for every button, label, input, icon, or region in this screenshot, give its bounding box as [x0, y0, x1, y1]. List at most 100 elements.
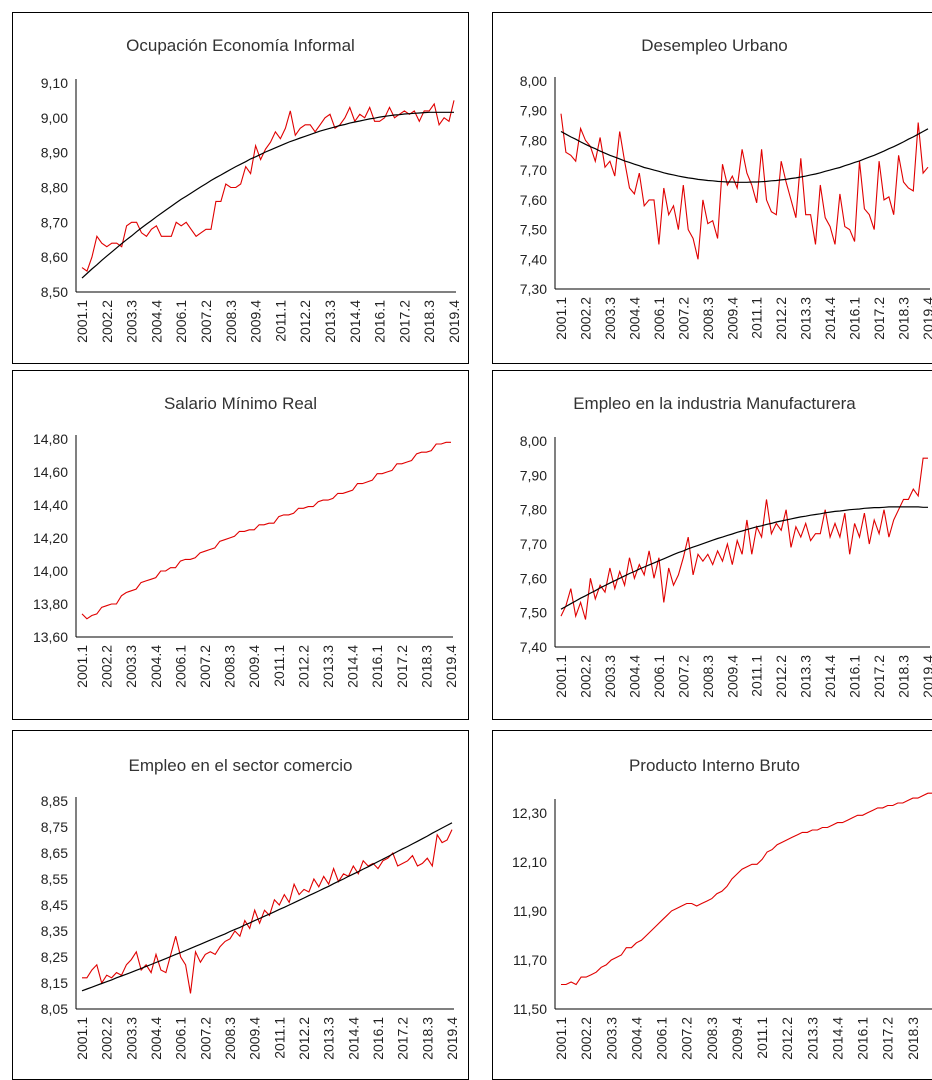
y-tick-label: 12,30	[512, 805, 547, 821]
y-tick-label: 11,90	[513, 903, 547, 919]
x-tick-label: 2012.2	[296, 1017, 312, 1060]
y-tick-label: 8,45	[41, 897, 68, 913]
series-line	[81, 100, 455, 272]
x-tick-label: 2018.3	[421, 300, 437, 343]
series-line	[560, 457, 928, 620]
x-tick-label: 2009.4	[248, 300, 264, 343]
y-tick-label: 7,80	[520, 502, 547, 518]
x-tick-label: 2018.3	[896, 297, 912, 340]
chart-svg: Empleo en el sector comercio 8,05 8,15 8,25…	[41, 756, 460, 1060]
y-tick-label: 14,40	[33, 497, 68, 513]
x-tick-label: 2012.2	[773, 655, 789, 698]
x-tick-label: 2006.1	[173, 1017, 189, 1060]
x-tick-label: 2008.3	[222, 645, 238, 688]
x-tick-label: 2009.4	[724, 655, 740, 698]
x-tick-label: 2007.2	[198, 300, 214, 343]
x-tick-label: 2004.4	[148, 645, 164, 688]
x-tick-label: 2016.1	[847, 297, 863, 340]
chart-panel-desempleo: Desempleo Urbano 7,30 7,40 7,50 7,60 7,70 7,80…	[492, 12, 932, 364]
y-tick-label: 7,80	[520, 132, 547, 148]
x-tick-label: 2017.2	[394, 645, 410, 688]
trend-line	[560, 128, 929, 183]
x-tick-label: 2019.4	[920, 655, 932, 698]
x-tick-label: 2017.2	[880, 1017, 896, 1060]
x-tick-label: 2002.2	[99, 1017, 115, 1060]
x-tick-label: 2018.3	[419, 1017, 435, 1060]
x-tick-label: 2009.4	[724, 297, 740, 340]
x-tick-label: 2016.1	[369, 645, 385, 688]
y-tick-label: 13,60	[33, 629, 68, 645]
y-tick-label: 8,25	[41, 949, 68, 965]
y-tick-label: 8,00	[520, 433, 547, 449]
y-tick-label: 7,50	[520, 605, 547, 621]
y-tick-label: 8,80	[41, 180, 68, 196]
x-tick-label: 2013.3	[322, 300, 338, 343]
chart-svg: Producto Interno Bruto 11,50 11,70 11,90 12,…	[512, 756, 932, 1060]
x-tick-label: 2018.3	[896, 655, 912, 698]
x-tick-label: 2013.3	[798, 297, 814, 340]
chart-panel-pib: Producto Interno Bruto 11,50 11,70 11,90 12,…	[492, 730, 932, 1080]
x-tick-label: 2019.4	[444, 1017, 460, 1060]
x-tick-label: 2008.3	[700, 655, 716, 698]
x-tick-label: 2004.4	[628, 1017, 644, 1060]
x-tick-label: 2016.1	[855, 1017, 871, 1060]
x-tick-label: 2011.1	[272, 300, 288, 342]
chart-panel-manufactura: Empleo en la industria Manufacturera 7,40…	[492, 370, 932, 720]
chart-title: Ocupación Economía Informal	[126, 36, 355, 55]
trend-line	[560, 506, 928, 610]
y-tick-label: 7,70	[520, 162, 547, 178]
x-tick-label: 2013.3	[804, 1017, 820, 1060]
x-tick-label: 2018.3	[905, 1017, 921, 1060]
y-tick-label: 7,50	[520, 222, 547, 238]
x-tick-label: 2013.3	[798, 655, 814, 698]
x-tick-label: 2012.2	[297, 300, 313, 343]
y-tick-label: 13,80	[33, 596, 68, 612]
x-tick-label: 2006.1	[173, 300, 189, 343]
y-tick-label: 9,00	[41, 110, 68, 126]
chart-svg: Empleo en la industria Manufacturera 7,40…	[520, 394, 932, 698]
x-tick-label: 2011.1	[271, 1017, 287, 1059]
chart-title: Producto Interno Bruto	[629, 756, 800, 775]
chart-panel-informal: Ocupación Economía Informal 8,50 8,60 8,70 8…	[12, 12, 469, 364]
x-tick-label: 2001.1	[553, 655, 569, 698]
y-tick-label: 7,30	[520, 281, 547, 297]
x-tick-label: 2017.2	[871, 655, 887, 698]
x-tick-label: 2008.3	[700, 297, 716, 340]
chart-panel-comercio: Empleo en el sector comercio 8,05 8,15 8,25…	[12, 730, 469, 1080]
series-line	[82, 829, 453, 994]
x-tick-label: 2004.4	[626, 297, 642, 340]
x-tick-label: 2006.1	[651, 297, 667, 340]
x-tick-label: 2016.1	[370, 1017, 386, 1060]
x-tick-label: 2007.2	[197, 1017, 213, 1060]
y-tick-label: 8,65	[41, 845, 68, 861]
x-tick-label: 2012.2	[295, 645, 311, 688]
y-tick-label: 11,50	[513, 1001, 547, 1017]
x-tick-label: 2019.4	[443, 645, 459, 688]
x-tick-label: 2019.4	[446, 300, 462, 343]
x-tick-label: 2009.4	[729, 1017, 745, 1060]
x-tick-label: 2002.2	[578, 1017, 594, 1060]
x-tick-label: 2017.2	[871, 297, 887, 340]
chart-svg: Ocupación Economía Informal 8,50 8,60 8,70 8…	[41, 36, 462, 343]
x-tick-label: 2008.3	[704, 1017, 720, 1060]
y-tick-label: 8,05	[41, 1001, 68, 1017]
x-tick-label: 2001.1	[553, 1017, 569, 1060]
x-tick-label: 2014.4	[345, 1017, 361, 1060]
series-line	[81, 441, 451, 620]
x-tick-label: 2007.2	[679, 1017, 695, 1060]
x-tick-label: 2013.3	[320, 645, 336, 688]
x-tick-label: 2002.2	[99, 300, 115, 343]
x-tick-label: 2003.3	[123, 1017, 139, 1060]
y-tick-label: 8,15	[41, 975, 68, 991]
x-tick-label: 2003.3	[602, 655, 618, 698]
x-tick-label: 2017.2	[396, 300, 412, 343]
y-tick-label: 8,85	[41, 793, 68, 809]
x-tick-label: 2011.1	[271, 645, 287, 687]
x-tick-label: 2016.1	[372, 300, 388, 343]
y-tick-label: 14,80	[33, 431, 68, 447]
x-tick-label: 2014.4	[345, 645, 361, 688]
y-tick-label: 11,70	[513, 952, 547, 968]
y-tick-label: 8,50	[41, 284, 68, 300]
x-tick-label: 2006.1	[651, 655, 667, 698]
series-line	[561, 792, 932, 986]
